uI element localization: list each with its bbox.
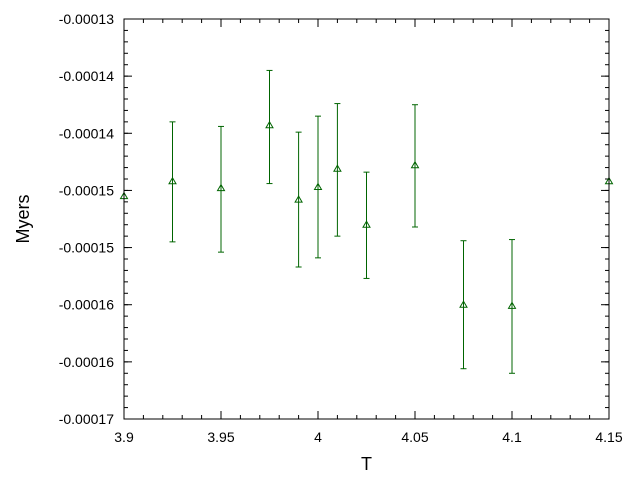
data-point-triangle xyxy=(294,195,303,203)
y-axis-label: Myers xyxy=(13,195,33,244)
x-tick-label: 4.05 xyxy=(401,429,428,445)
data-point-triangle xyxy=(333,164,342,172)
data-point-triangle xyxy=(362,220,371,228)
data-point-triangle xyxy=(168,176,177,185)
x-axis-label: T xyxy=(361,454,372,474)
x-tick-label: 4.15 xyxy=(595,429,622,445)
y-tick-label: -0.00016 xyxy=(59,354,114,370)
y-tick-label: -0.00017 xyxy=(59,411,114,427)
data-point-triangle xyxy=(410,160,420,169)
data-point-triangle xyxy=(216,183,226,192)
plot-frame xyxy=(123,18,610,420)
x-tick-labels: 3.9 3.95 4 4.05 4.1 4.15 xyxy=(114,429,623,445)
x-tick-label: 4.1 xyxy=(502,429,522,445)
data-point-triangle xyxy=(459,300,468,308)
y-tick-label: -0.00014 xyxy=(59,125,114,141)
data-point-triangle xyxy=(265,120,274,129)
x-tick-label: 4 xyxy=(314,429,322,445)
y-tick-label: -0.00015 xyxy=(59,182,114,198)
axis-ticks xyxy=(123,18,610,420)
x-tick-label: 3.9 xyxy=(114,429,134,445)
y-tick-labels: -0.00013 -0.00014 -0.00014 -0.00015 -0.00015… xyxy=(59,11,114,427)
y-tick-label: -0.00014 xyxy=(59,68,114,84)
error-bars xyxy=(169,69,515,374)
y-tick-label: -0.00015 xyxy=(59,240,114,256)
x-tick-label: 3.95 xyxy=(207,429,234,445)
y-tick-label: -0.00016 xyxy=(59,297,114,313)
y-tick-label: -0.00013 xyxy=(59,11,114,27)
data-point-triangle xyxy=(313,182,323,190)
data-point-triangle xyxy=(507,301,517,309)
